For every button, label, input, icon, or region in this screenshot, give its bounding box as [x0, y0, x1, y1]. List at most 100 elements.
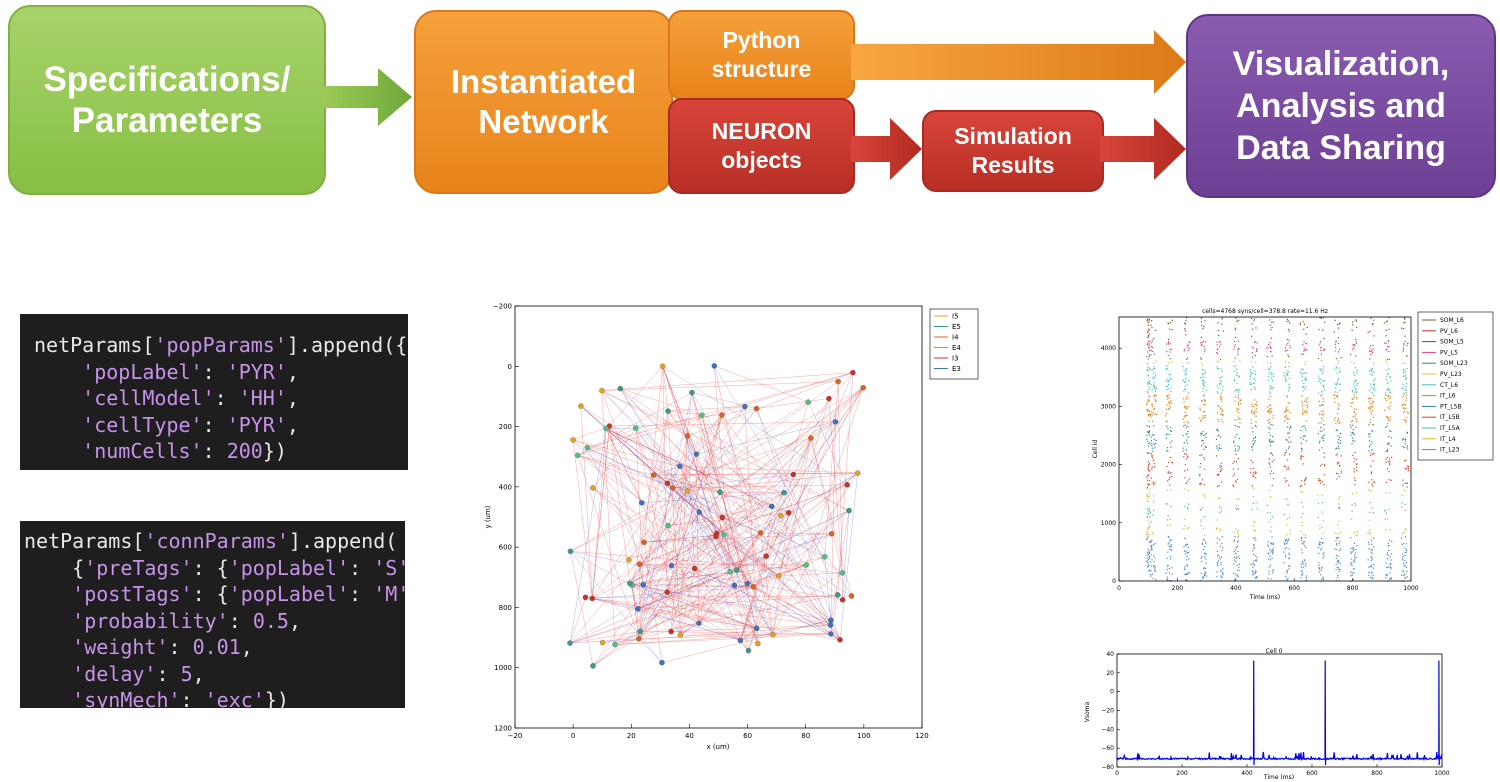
raster-spike: [1339, 464, 1341, 467]
raster-spike: [1286, 468, 1288, 470]
raster-spike: [1221, 400, 1223, 402]
raster-spike: [1267, 541, 1269, 543]
raster-spike: [1304, 427, 1307, 429]
raster-spike: [1170, 387, 1172, 389]
raster-spike: [1216, 351, 1218, 354]
raster-spike: [1171, 319, 1174, 321]
raster-spike: [1204, 404, 1206, 406]
raster-spike: [1254, 564, 1256, 567]
raster-spike: [1404, 559, 1406, 562]
raster-spike: [1271, 321, 1273, 323]
raster-spike: [1288, 390, 1290, 392]
raster-spike: [1401, 506, 1403, 508]
raster-spike: [1286, 570, 1289, 572]
network-edge: [753, 586, 841, 641]
raster-spike: [1284, 420, 1286, 422]
raster-spike: [1286, 320, 1288, 322]
raster-spike: [1168, 542, 1170, 544]
raster-spike: [1288, 418, 1290, 420]
network-edge: [715, 536, 754, 588]
raster-spike: [1251, 406, 1253, 408]
raster-spike: [1147, 468, 1149, 470]
network-edge: [747, 583, 831, 626]
voltage-x-tick: 1000: [1434, 770, 1449, 777]
network-edge: [605, 428, 772, 507]
raster-spike: [1385, 529, 1387, 531]
raster-spike: [1146, 516, 1148, 518]
raster-spike: [1368, 574, 1370, 577]
network-node: [805, 399, 811, 405]
network-edge: [714, 365, 809, 403]
raster-spike: [1147, 495, 1149, 497]
raster-spike: [1149, 522, 1151, 524]
network-edge: [740, 620, 831, 641]
raster-spike: [1169, 548, 1171, 550]
raster-spike: [1368, 481, 1370, 483]
raster-spike: [1153, 366, 1155, 368]
raster-spike: [1253, 467, 1255, 470]
raster-spike: [1406, 416, 1408, 419]
raster-spike: [1238, 375, 1241, 377]
network-edge: [662, 366, 848, 486]
raster-spike: [1183, 442, 1185, 444]
network-node: [684, 488, 690, 494]
raster-spike: [1284, 366, 1286, 368]
raster-spike: [1151, 532, 1153, 534]
raster-title: cells=4768 syns/cell=378.8 rate=11.6 Hz: [1202, 308, 1328, 315]
raster-spike: [1388, 340, 1390, 342]
raster-spike: [1355, 342, 1358, 345]
voltage-ylabel: Vsoma: [1084, 701, 1091, 722]
raster-spike: [1272, 321, 1275, 323]
raster-spike: [1390, 566, 1392, 568]
raster-spike: [1267, 375, 1269, 378]
raster-spike: [1351, 572, 1353, 574]
raster-spike: [1170, 426, 1172, 428]
network-edge: [637, 608, 757, 629]
raster-spike: [1320, 574, 1322, 576]
raster-spike: [1300, 458, 1303, 460]
raster-spike: [1387, 382, 1389, 384]
raster-spike: [1269, 319, 1271, 321]
network-edge: [672, 484, 848, 489]
raster-spike: [1304, 388, 1306, 390]
raster-spike: [1170, 348, 1173, 350]
raster-spike: [1184, 424, 1186, 426]
raster-spike: [1301, 480, 1303, 482]
raster-spike: [1302, 562, 1304, 564]
raster-spike: [1288, 365, 1290, 368]
raster-spike: [1369, 402, 1372, 405]
raster-spike: [1216, 391, 1218, 393]
network-edge: [696, 406, 746, 455]
raster-spike: [1319, 414, 1321, 416]
raster-x-tick: 600: [1288, 585, 1300, 592]
raster-spike: [1235, 388, 1237, 390]
network-edge: [807, 401, 848, 485]
raster-spike: [1285, 450, 1288, 452]
raster-spike: [1300, 501, 1303, 504]
raster-spike: [1286, 373, 1289, 375]
raster-spike: [1239, 360, 1241, 362]
raster-spike: [1236, 531, 1239, 534]
raster-spike: [1304, 559, 1306, 562]
raster-spike: [1166, 519, 1169, 521]
raster-spike: [1152, 533, 1154, 535]
raster-spike: [1333, 397, 1336, 399]
raster-spike: [1219, 558, 1221, 560]
raster-spike: [1220, 507, 1222, 509]
raster-spike: [1199, 484, 1201, 486]
raster-spike: [1350, 551, 1352, 553]
raster-spike: [1389, 458, 1391, 460]
network-node: [677, 632, 684, 638]
network-edge: [644, 534, 724, 543]
raster-spike: [1351, 329, 1353, 331]
raster-spike: [1166, 395, 1168, 397]
raster-spike: [1402, 445, 1404, 448]
raster-spike: [1350, 421, 1353, 423]
network-edge: [661, 620, 831, 663]
raster-spike: [1149, 413, 1151, 416]
raster-spike: [1200, 557, 1202, 559]
network-edge: [614, 437, 812, 645]
raster-spike: [1336, 372, 1338, 374]
raster-spike: [1321, 447, 1323, 449]
raster-spike: [1250, 419, 1252, 421]
